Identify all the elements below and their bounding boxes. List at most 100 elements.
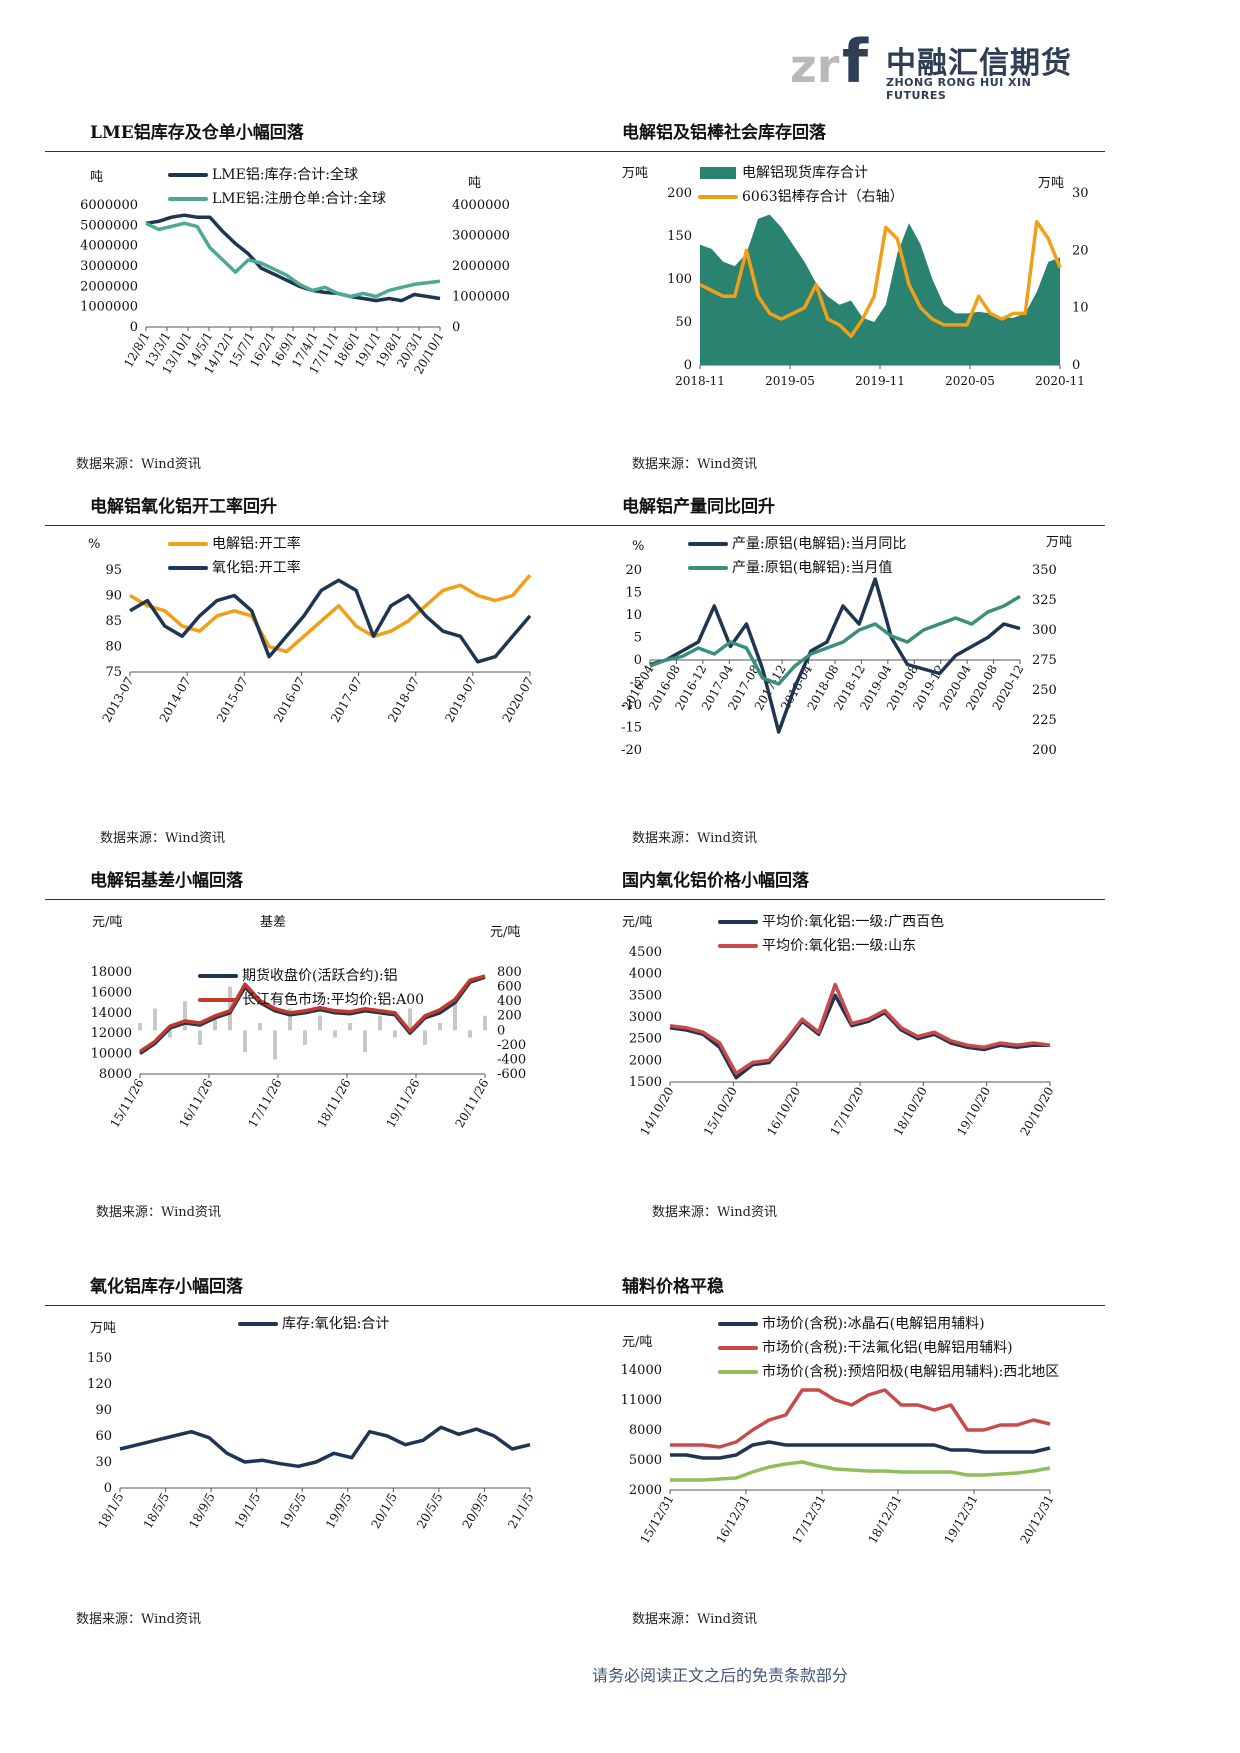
chart-8-source: 数据来源：Wind资讯 <box>632 1612 757 1627</box>
basis-bar <box>348 1023 352 1031</box>
x-tick-label: 18/1/5 <box>95 1491 126 1531</box>
x-tick-label: 15/10/20 <box>701 1085 740 1139</box>
chart-lme-inventory: 吨 吨 6000000 5000000 4000000 3000000 2000000 100… <box>60 165 560 445</box>
y-tick-right: 400 <box>497 994 522 1009</box>
y-tick-right: 275 <box>1032 653 1057 668</box>
x-tick-label: 20/10/20 <box>1018 1085 1057 1139</box>
section-rule <box>45 1305 1105 1306</box>
series-line-0 <box>145 213 441 303</box>
x-tick-label: 19/9/5 <box>323 1491 354 1531</box>
chart-1-source: 数据来源：Wind资讯 <box>76 457 201 472</box>
x-tick-label: 17/10/20 <box>828 1085 867 1139</box>
chart-2-source: 数据来源：Wind资讯 <box>632 457 757 472</box>
footer-disclaimer: 请务必阅读正文之后的免责条款部分 <box>591 1666 848 1685</box>
x-tick-label: 19/1/5 <box>232 1491 263 1531</box>
y-tick-right: 325 <box>1032 593 1057 608</box>
y-tick-left: 11000 <box>621 1393 662 1408</box>
x-tick-label: 2014-07 <box>157 675 194 725</box>
x-tick-label: 2015-07 <box>214 675 251 725</box>
y-axis-unit-left: 元/吨 <box>622 915 652 930</box>
y-tick-left: 80 <box>105 640 122 655</box>
y-tick-left: 0 <box>130 320 138 335</box>
basis-bar <box>378 1015 382 1031</box>
y-tick-right: 250 <box>1032 683 1057 698</box>
x-tick-label: 20/5/5 <box>414 1491 445 1531</box>
chart-3-source: 数据来源：Wind资讯 <box>100 831 225 846</box>
y-tick-left: 8000 <box>99 1067 132 1082</box>
legend-label: LME铝:库存:合计:全球 <box>212 166 358 183</box>
svg-text:zr: zr <box>790 39 840 90</box>
y-tick-right: 0 <box>497 1023 505 1038</box>
legend-label: 6063铝棒存合计（右轴） <box>742 189 904 205</box>
series-line-1 <box>129 578 532 664</box>
y-tick-right: 600 <box>497 980 522 995</box>
company-logo: zr f 中融汇信期货 ZHONG RONG HUI XIN FUTURES <box>790 26 1080 102</box>
legend-label: 产量:原铝(电解铝):当月同比 <box>732 536 906 552</box>
x-tick-label: 19/12/31 <box>942 1493 981 1547</box>
y-tick-right: -200 <box>497 1038 526 1053</box>
chart-1-title: LME铝库存及仓单小幅回落 <box>90 123 304 143</box>
x-tick-label: 18/11/26 <box>315 1077 354 1131</box>
y-tick-right: 20 <box>1072 243 1089 258</box>
y-tick-left: -10 <box>621 698 642 713</box>
y-axis-unit-left: % <box>632 539 644 554</box>
basis-bar <box>138 1023 142 1031</box>
chart-6-title: 国内氧化铝价格小幅回落 <box>622 871 809 891</box>
y-axis-unit-left: % <box>88 537 100 552</box>
x-tick-label: 2019-07 <box>442 675 479 725</box>
y-axis-unit-right: 元/吨 <box>490 925 520 940</box>
basis-bar <box>168 1030 172 1038</box>
basis-bar <box>258 1023 262 1031</box>
legend-label: 产量:原铝(电解铝):当月值 <box>732 560 892 576</box>
bar-series-label: 基差 <box>260 915 286 930</box>
series-line-1 <box>699 219 1062 339</box>
chart-2-title: 电解铝及铝棒社会库存回落 <box>622 123 826 143</box>
y-tick-left: 75 <box>105 665 122 680</box>
x-tick-label: 20/12/31 <box>1018 1493 1057 1547</box>
basis-bar <box>213 1015 217 1031</box>
x-tick-label: 19/10/20 <box>954 1085 993 1139</box>
y-tick-left: 1500 <box>629 1075 662 1090</box>
x-tick-label: 2018-07 <box>385 675 422 725</box>
chart-alumina-inventory: 万吨 150 120 90 60 30 0 18/1/5 18/5/5 18/9/5 19/1/5 1… <box>70 1316 560 1610</box>
y-tick-left: 14000 <box>621 1363 662 1378</box>
x-tick-label: 2017-07 <box>328 675 365 725</box>
x-tick-label: 19/5/5 <box>277 1491 308 1531</box>
chart-operating-rate: % 95 90 85 80 75 2013-07 2014-07 2015-07 2016-07 2… <box>80 535 560 820</box>
y-tick-left: -5 <box>629 676 642 691</box>
chart-7-source: 数据来源：Wind资讯 <box>76 1612 201 1627</box>
basis-bar <box>153 1008 157 1031</box>
basis-bar <box>408 1008 412 1031</box>
basis-bar <box>288 1008 292 1031</box>
section-rule <box>45 899 1105 900</box>
y-tick-right: 800 <box>497 965 522 980</box>
y-tick-right: 200 <box>497 1009 522 1024</box>
chart-7-title: 氧化铝库存小幅回落 <box>90 1277 243 1297</box>
legend-label: 库存:氧化铝:合计 <box>282 1316 389 1332</box>
x-tick-label: 18/10/20 <box>891 1085 930 1139</box>
y-tick-right: -400 <box>497 1052 526 1067</box>
x-tick-label: 20/9/5 <box>460 1491 491 1531</box>
y-tick-left: 3000000 <box>80 259 138 274</box>
y-tick-right: 3000000 <box>452 229 510 244</box>
basis-bar <box>423 1030 427 1045</box>
x-tick-label: 17/11/26 <box>246 1077 285 1131</box>
series-area-0 <box>700 214 1060 365</box>
y-tick-left: 16000 <box>91 985 132 1000</box>
x-tick-label: 2020-07 <box>500 675 537 725</box>
y-tick-left: -20 <box>621 743 642 758</box>
y-tick-left: 0 <box>634 653 642 668</box>
series-line-0 <box>129 573 532 654</box>
y-axis-unit-left: 吨 <box>90 170 103 185</box>
y-tick-left: 85 <box>105 614 122 629</box>
chart-social-inventory: 万吨 万吨 200 150 100 50 0 30 20 10 0 2018-11 2019-05 201… <box>600 164 1090 445</box>
logo-cn: 中融汇信期货 <box>886 46 1072 81</box>
y-axis-unit-right: 万吨 <box>1046 535 1072 550</box>
y-tick-left: 1000000 <box>80 300 138 315</box>
y-tick-left: 95 <box>105 563 122 578</box>
y-tick-right: 30 <box>1072 186 1089 201</box>
chart-5-title: 电解铝基差小幅回落 <box>90 871 243 891</box>
y-tick-right: 350 <box>1032 563 1057 578</box>
x-tick-label: 16/10/20 <box>764 1085 803 1139</box>
y-tick-left: 14000 <box>91 1006 132 1021</box>
